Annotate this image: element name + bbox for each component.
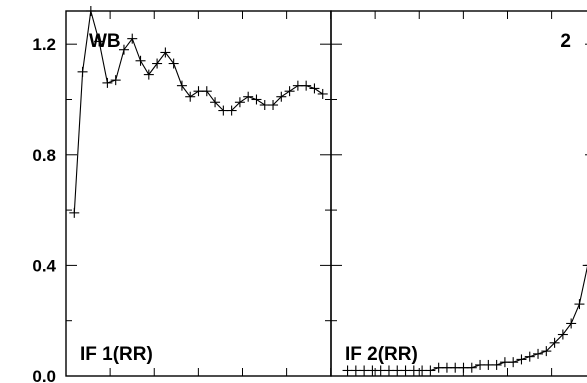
panel-1-point-2: [85, 6, 96, 16]
panel-2: 2 IF 2(RR): [330, 10, 587, 377]
panel-2-corner-label: 2: [560, 31, 571, 52]
panel-1-point-4: [102, 77, 113, 88]
panel-2-point-10: [425, 365, 436, 376]
panel-1-point-17: [210, 97, 221, 108]
panel-1-point-16: [201, 86, 212, 97]
panel-2-bottom-label: IF 2(RR): [345, 344, 418, 365]
panel-1-bottom-label: IF 1(RR): [80, 344, 153, 365]
y-axis-tick-labels: 0.0 0.4 0.8 1.2: [32, 35, 56, 383]
panel-1-point-26: [284, 86, 295, 97]
panel-2-point-23: [533, 348, 544, 359]
panel-2-point-28: [574, 299, 585, 310]
panel-1-point-21: [243, 91, 254, 102]
panel-1-point-6: [118, 44, 129, 55]
panel-2-point-22: [524, 351, 535, 362]
panel-1-corner-label: WB: [89, 31, 121, 52]
panel-2-frame: [330, 10, 587, 377]
panel-1-point-20: [234, 97, 245, 108]
y-tick-label-2: 0.8: [32, 146, 56, 165]
panel-1-point-11: [160, 47, 171, 58]
panel-1-point-8: [135, 55, 146, 66]
panel-1-point-7: [127, 33, 138, 44]
chart-panels: WB IF 1(RR) 2 IF 2(RR): [65, 6, 587, 377]
panel-1: WB IF 1(RR): [65, 6, 332, 377]
panel-1-point-5: [110, 75, 121, 86]
panel-2-point-20: [508, 357, 519, 368]
panel-1-point-29: [309, 83, 320, 94]
panel-2-point-21: [516, 354, 527, 365]
panel-1-point-22: [251, 94, 262, 105]
panel-1-point-10: [152, 58, 163, 69]
panel-1-point-30: [317, 88, 328, 99]
panel-2-point-24: [541, 346, 552, 357]
panel-1-point-19: [226, 105, 237, 116]
panel-2-point-25: [549, 337, 560, 348]
panel-2-point-27: [566, 318, 577, 329]
panel-1-point-14: [185, 91, 196, 102]
panel-2-series-line: [347, 266, 587, 372]
panel-1-point-0: [69, 207, 80, 218]
panel-2-point-15: [466, 362, 477, 373]
y-tick-label-1: 0.4: [32, 256, 56, 275]
panel-1-point-28: [301, 80, 312, 91]
panel-1-point-3: [94, 36, 105, 47]
panel-2-point-18: [491, 359, 502, 370]
y-tick-label-0: 0.0: [32, 367, 56, 383]
panel-1-frame: [65, 10, 332, 377]
panel-1-point-9: [143, 69, 154, 80]
panel-1-point-12: [168, 58, 179, 69]
y-tick-label-3: 1.2: [32, 35, 56, 54]
panel-1-point-24: [268, 100, 279, 111]
panel-1-point-13: [176, 80, 187, 91]
panel-1-point-1: [77, 66, 88, 77]
panel-1-point-25: [276, 91, 287, 102]
panel-2-point-26: [557, 329, 568, 340]
panel-2-point-29: [582, 264, 587, 266]
